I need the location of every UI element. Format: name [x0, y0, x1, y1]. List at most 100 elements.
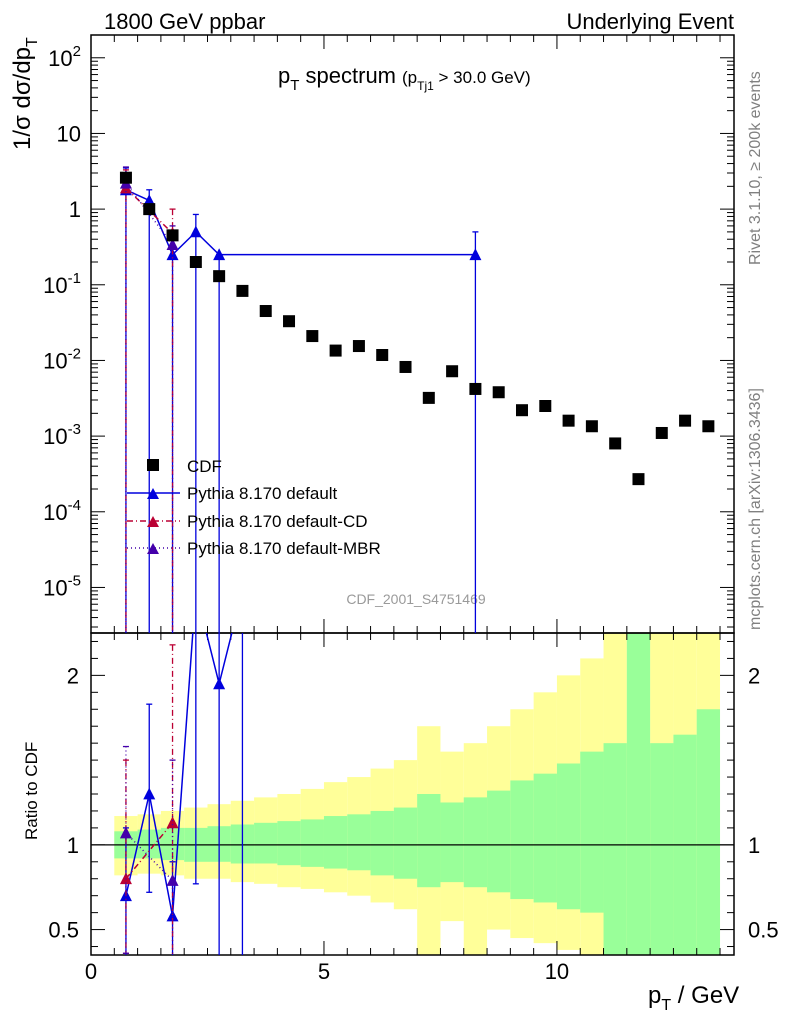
ratio-tick-label-right: 2	[748, 663, 760, 688]
cdf-data-point	[166, 229, 179, 242]
green-band-bin	[487, 790, 511, 893]
rivet-version-label: Rivet 3.1.10, ≥ 200k events	[747, 71, 764, 265]
cdf-data-point	[399, 360, 412, 373]
x-tick-label: 5	[318, 959, 330, 984]
green-band-bin	[370, 810, 394, 876]
main-data-series	[119, 166, 715, 633]
series-line	[125, 187, 174, 234]
green-band-bin	[510, 780, 534, 900]
y-tick-label: 1	[69, 197, 81, 222]
cdf-data-point	[515, 404, 528, 417]
header-right: Underlying Event	[566, 9, 734, 34]
cdf-data-point	[539, 400, 552, 413]
ratio-series-marker	[119, 872, 132, 885]
green-band-bin	[626, 633, 651, 955]
main-axis-ticks: 10-5 10-4 10-3 10-2 10-1 1 10 102	[43, 34, 734, 628]
ratio-tick-label-left: 1	[67, 833, 79, 858]
ratio-series-marker	[166, 874, 179, 886]
ratio-series-marker	[166, 909, 179, 922]
legend-cd-marker	[147, 516, 159, 527]
series-marker	[166, 238, 179, 250]
y-axis-label: 1/σ dσ/dpT	[9, 37, 41, 150]
ratio-data-series	[119, 584, 248, 955]
ratio-series-marker	[119, 826, 132, 839]
ratio-series-marker	[166, 816, 179, 829]
green-band-bin	[300, 819, 324, 867]
source-label: mcplots.cern.ch [arXiv:1306.3436]	[747, 388, 764, 630]
cdf-data-point	[585, 420, 598, 433]
y-tick-label: 10-1	[43, 270, 81, 298]
cdf-data-point	[679, 414, 692, 427]
cdf-data-point	[119, 171, 132, 184]
cdf-data-point	[283, 315, 296, 328]
ratio-y-axis-label: Ratio to CDF	[22, 742, 41, 840]
cdf-data-point	[446, 365, 459, 378]
y-tick-label: 10-5	[43, 572, 81, 600]
cdf-data-point	[329, 344, 342, 357]
ratio-tick-label-left: 0.5	[48, 918, 79, 943]
ratio-series-marker	[143, 787, 156, 800]
cdf-data-point	[655, 426, 668, 439]
cdf-data-point	[702, 420, 715, 433]
ratio-tick-label-right: 0.5	[748, 918, 779, 943]
cdf-data-point	[352, 340, 365, 353]
cdf-data-point	[609, 437, 622, 450]
green-band-bin	[254, 822, 278, 864]
series-marker	[469, 248, 482, 261]
cdf-data-point	[469, 382, 482, 395]
cdf-data-point	[562, 414, 575, 427]
cdf-data-point	[632, 473, 645, 486]
green-band-bin	[580, 751, 604, 913]
legend-mbr-marker	[147, 543, 159, 554]
cdf-data-point	[422, 391, 435, 404]
legend-cdf-label: CDF	[187, 457, 222, 476]
cdf-data-point	[306, 330, 319, 343]
x-tick-label: 10	[545, 959, 569, 984]
green-band-bin	[696, 709, 721, 955]
legend: CDF Pythia 8.170 default Pythia 8.170 de…	[127, 457, 381, 558]
cdf-data-point	[189, 255, 202, 268]
ratio-uncertainty-bands	[91, 633, 734, 955]
cdf-data-point	[213, 270, 226, 283]
series-marker	[189, 225, 202, 238]
series-marker	[143, 194, 156, 206]
ratio-axis-ticks: 0.5 0.5 1 1 2 2	[48, 640, 779, 948]
x-axis-label: pT / GeV	[648, 982, 739, 1014]
green-band-bin	[417, 794, 441, 888]
x-tick-label: 0	[85, 959, 97, 984]
legend-default-marker	[147, 488, 159, 499]
ratio-tick-label-right: 1	[748, 833, 760, 858]
y-tick-label: 10-4	[43, 497, 81, 525]
legend-default-label: Pythia 8.170 default	[187, 484, 338, 503]
green-band-bin	[650, 743, 674, 955]
series-line	[125, 189, 476, 256]
series-line	[125, 182, 174, 246]
green-band-bin	[277, 821, 301, 866]
y-tick-label: 102	[48, 43, 81, 71]
legend-cd-label: Pythia 8.170 default-CD	[187, 512, 368, 531]
green-band-bin	[603, 743, 627, 955]
ratio-series-line	[125, 633, 233, 917]
legend-mbr-label: Pythia 8.170 default-MBR	[187, 539, 381, 558]
green-band-bin	[556, 763, 581, 910]
green-band-bin	[440, 802, 464, 883]
y-tick-label: 10-2	[43, 345, 81, 373]
ratio-series-marker	[236, 584, 248, 596]
y-tick-label: 10-3	[43, 421, 81, 449]
green-band-bin	[533, 773, 557, 903]
series-marker	[213, 248, 226, 261]
green-band-bin	[347, 814, 371, 871]
ratio-tick-label-left: 2	[67, 663, 79, 688]
cdf-data-point	[492, 386, 505, 399]
green-band-bin	[323, 816, 348, 869]
y-tick-label: 10	[57, 121, 81, 146]
cdf-data-point	[236, 284, 249, 297]
green-band-bin	[673, 734, 697, 955]
green-band-bin	[463, 797, 488, 888]
plot-title: pT spectrum (pTj1 > 30.0 GeV)	[278, 63, 531, 94]
header-left: 1800 GeV ppbar	[104, 9, 265, 34]
legend-cdf-marker	[147, 459, 159, 471]
cdf-data-point	[259, 305, 272, 318]
green-band-bin	[393, 807, 418, 879]
